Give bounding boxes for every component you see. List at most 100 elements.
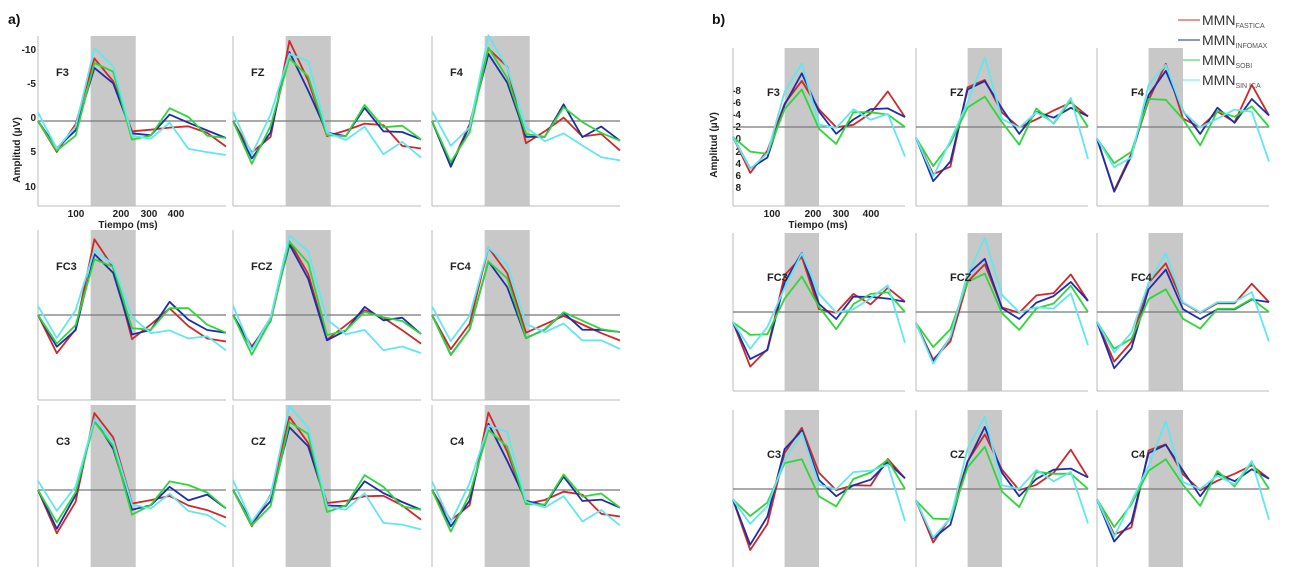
- ylabel-a: Amplitud (μV): [12, 117, 23, 183]
- electrode-label: FC4: [1131, 272, 1153, 284]
- series-line-3: [431, 424, 621, 527]
- series-line-2: [915, 445, 1089, 521]
- legend-item-1: MMNINFOMAX: [1202, 32, 1268, 50]
- series-line-3: [915, 236, 1089, 365]
- electrode-label: F4: [1131, 87, 1145, 99]
- series-line-2: [732, 88, 906, 155]
- series-line-3: [431, 34, 621, 162]
- subplot-b-fcz: FCZ: [915, 233, 1089, 392]
- series-line-1: [37, 253, 227, 348]
- ytick-b-8: 8: [735, 183, 741, 194]
- series-line-1: [431, 53, 621, 168]
- series-line-2: [232, 240, 422, 356]
- electrode-label: FZ: [950, 87, 964, 99]
- series-line-3: [37, 418, 227, 528]
- series-line-2: [37, 62, 227, 152]
- electrode-label: FC4: [450, 261, 472, 273]
- series-line-1: [915, 426, 1089, 540]
- subplot-a-cz: CZ: [232, 405, 422, 567]
- series-line-3: [232, 405, 422, 531]
- subplot-b-f4: F4: [1096, 48, 1270, 207]
- series-line-0: [732, 426, 906, 551]
- subplot-a-fc3: FC3: [37, 230, 227, 401]
- ytick-b-7: 6: [735, 171, 741, 182]
- subplot-a-c3: C3: [37, 405, 227, 567]
- ytick-b-1: -6: [732, 98, 741, 109]
- yticks-a: -10 -5 0 5 10: [22, 45, 37, 193]
- xlabel-b: Tiempo (ms): [788, 220, 847, 231]
- electrode-label: F3: [767, 87, 780, 99]
- electrode-label: C3: [767, 449, 781, 461]
- series-line-3: [232, 53, 422, 159]
- ytick-b-4: 0: [735, 134, 741, 145]
- series-line-1: [732, 251, 906, 360]
- legend-item-3: MMNSIN ICA: [1202, 72, 1261, 90]
- series-line-3: [431, 246, 621, 350]
- subplot-a-f3: F3: [37, 36, 227, 207]
- legend-item-2: MMNSOBI: [1202, 52, 1252, 70]
- series-line-3: [37, 47, 227, 156]
- subplot-b-fz: FZ: [915, 48, 1089, 207]
- xtick-a-1: 200: [113, 209, 130, 220]
- series-line-3: [915, 56, 1089, 178]
- xtick-b-0: 100: [764, 209, 781, 220]
- series-line-2: [37, 258, 227, 345]
- series-line-1: [732, 72, 906, 170]
- series-line-2: [1096, 98, 1270, 164]
- subplot-b-c4: C4: [1096, 410, 1270, 567]
- subplot-a-fz: FZ: [232, 36, 422, 207]
- series-line-3: [915, 415, 1089, 539]
- ytick-b-0: -8: [732, 86, 741, 97]
- ytick-a-0: -10: [22, 45, 37, 56]
- xtick-a-0: 100: [68, 209, 85, 220]
- subplot-a-f4: F4: [431, 34, 621, 207]
- electrode-label: C3: [56, 436, 70, 448]
- series-line-3: [1096, 420, 1270, 538]
- electrode-label: F4: [450, 67, 464, 79]
- electrode-label: FC3: [767, 272, 788, 284]
- ytick-b-2: -4: [732, 110, 741, 121]
- subplot-b-fc4: FC4: [1096, 233, 1270, 392]
- ytick-a-1: -5: [27, 79, 36, 90]
- xticks-b: 100 200 300 400: [764, 209, 880, 220]
- ytick-a-3: 5: [30, 147, 36, 158]
- series-line-3: [732, 431, 906, 525]
- series-line-3: [732, 252, 906, 350]
- series-line-2: [232, 57, 422, 165]
- subplot-b-f3: F3: [732, 48, 906, 207]
- series-line-0: [431, 246, 621, 351]
- series-line-3: [732, 62, 906, 170]
- panel-label-a: a): [8, 11, 20, 27]
- electrode-label: C4: [1131, 449, 1146, 461]
- electrode-label: FCZ: [251, 261, 273, 273]
- xtick-b-3: 400: [863, 209, 880, 220]
- series-line-2: [431, 429, 621, 533]
- ytick-b-6: 4: [735, 159, 741, 170]
- subplot-a-fcz: FCZ: [232, 230, 422, 401]
- electrode-label: C4: [450, 436, 465, 448]
- xticks-a: 100 200 300 400: [68, 209, 185, 220]
- series-line-1: [732, 429, 906, 546]
- subplots: F3 FZ F4 FC3 FCZ FC4 C3 CZ C4 F3 FZ F4 FC3 FCZ FC4 C3 CZ…: [37, 34, 1270, 567]
- xlabel-a: Tiempo (ms): [98, 220, 157, 231]
- series-line-2: [232, 421, 422, 527]
- xtick-a-3: 400: [168, 209, 185, 220]
- legend-item-0: MMNFASTICA: [1202, 12, 1265, 30]
- ytick-a-2: 0: [30, 113, 36, 124]
- series-line-3: [1096, 64, 1270, 169]
- electrode-label: CZ: [251, 436, 266, 448]
- ylabel-b: Amplitud (μV): [709, 112, 720, 178]
- series-line-3: [1096, 252, 1270, 354]
- series-line-2: [1096, 288, 1270, 350]
- electrode-label: FZ: [251, 67, 265, 79]
- subplot-b-fc3: FC3: [732, 233, 906, 392]
- series-line-0: [732, 255, 906, 368]
- series-line-2: [431, 260, 621, 356]
- ytick-b-5: 2: [735, 147, 741, 158]
- electrode-label: FCZ: [950, 272, 972, 284]
- electrode-label: CZ: [950, 449, 965, 461]
- subplot-b-c3: C3: [732, 410, 906, 567]
- ytick-a-4: 10: [25, 182, 37, 193]
- series-line-3: [37, 249, 227, 352]
